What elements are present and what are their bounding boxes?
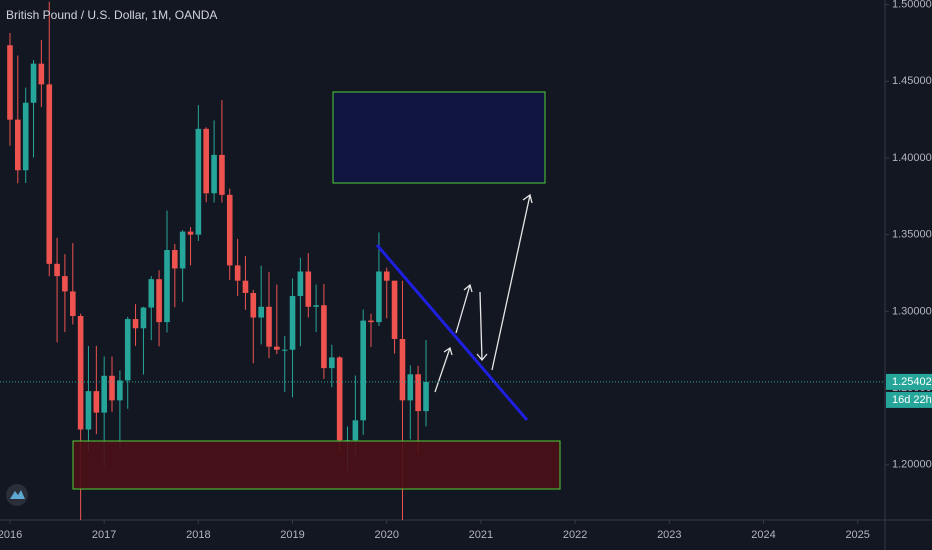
- candle-body: [77, 315, 84, 430]
- y-tick-label: 1.50000: [892, 0, 932, 11]
- candle-body: [321, 305, 327, 369]
- candle-body: [164, 250, 170, 323]
- candle-body: [195, 128, 202, 235]
- candle-body: [62, 276, 68, 292]
- candle-body: [70, 291, 76, 316]
- candle-body: [109, 375, 115, 401]
- x-tick-label: 2016: [0, 529, 22, 541]
- candle-body: [258, 306, 264, 318]
- candle-body: [250, 292, 257, 318]
- candle-body: [242, 280, 249, 293]
- countdown-label: 16d 22h: [892, 394, 932, 406]
- y-tick-label: 1.20000: [892, 459, 932, 471]
- arrow: [434, 346, 453, 393]
- candle-body: [38, 63, 45, 85]
- candle-body: [281, 349, 288, 351]
- candle-body: [124, 319, 131, 381]
- trend-line: [375, 244, 529, 421]
- candle-body: [376, 271, 382, 323]
- candle-body: [399, 338, 406, 401]
- arrow: [491, 193, 533, 371]
- drawings: [72, 91, 561, 490]
- candle-body: [226, 194, 233, 266]
- x-tick-label: 2022: [563, 529, 587, 541]
- candle-body: [219, 154, 225, 195]
- last-price-label: 1.25402: [892, 376, 932, 388]
- candle-body: [274, 346, 280, 350]
- candle-body: [391, 280, 398, 339]
- candle-body: [54, 263, 60, 277]
- candle-body: [15, 119, 21, 171]
- candle-body: [297, 271, 304, 297]
- candle-body: [22, 102, 29, 171]
- candle-body: [46, 84, 53, 264]
- candle-body: [407, 374, 414, 401]
- candle-body: [234, 265, 241, 281]
- logo: [6, 484, 28, 506]
- candle-body: [117, 380, 123, 401]
- candle-body: [101, 375, 107, 413]
- candle-body: [179, 231, 186, 269]
- x-tick-label: 2018: [186, 529, 210, 541]
- x-tick-label: 2025: [845, 529, 869, 541]
- candle-body: [289, 296, 296, 350]
- y-tick-label: 1.30000: [892, 305, 932, 317]
- x-tick-label: 2017: [92, 529, 116, 541]
- candle-body: [172, 250, 178, 269]
- candle-body: [187, 231, 194, 235]
- x-tick-label: 2024: [751, 529, 775, 541]
- candle-body: [415, 374, 421, 412]
- arrow: [476, 291, 488, 362]
- logo-icon: [10, 490, 25, 499]
- candle-body: [211, 154, 217, 194]
- countdown-tag: [886, 391, 932, 408]
- candle-body: [336, 357, 343, 441]
- candle-body: [383, 271, 390, 281]
- candle-body: [360, 320, 366, 421]
- x-tick-label: 2023: [657, 529, 681, 541]
- target-zone: [332, 91, 546, 184]
- candle-body: [140, 307, 147, 329]
- chart-title: British Pound / U.S. Dollar, 1M, OANDA: [6, 8, 217, 22]
- arrow: [455, 283, 473, 334]
- y-tick-label: 1.35000: [892, 229, 932, 241]
- candle-body: [93, 391, 100, 413]
- candle-body: [352, 420, 359, 441]
- y-tick-label: 1.45000: [892, 75, 932, 87]
- support-zone: [72, 440, 561, 490]
- x-tick-label: 2021: [469, 529, 493, 541]
- candle-body: [305, 271, 312, 307]
- candle-body: [156, 279, 162, 323]
- candle-body: [266, 306, 272, 347]
- candle-body: [423, 381, 429, 412]
- candles: [7, 1, 429, 520]
- candle-body: [30, 63, 37, 103]
- y-tick-label: 1.40000: [892, 152, 932, 164]
- candle-body: [203, 128, 209, 194]
- last-price-tag: [886, 373, 932, 390]
- x-tick-label: 2019: [280, 529, 304, 541]
- candle-body: [329, 357, 335, 369]
- arrows: [434, 193, 533, 393]
- candle-body: [368, 320, 374, 323]
- candle-body: [313, 305, 319, 307]
- candle-body: [148, 279, 155, 308]
- x-tick-label: 2020: [374, 529, 398, 541]
- candle-body: [85, 391, 92, 430]
- candle-body: [7, 45, 13, 120]
- candle-body: [132, 319, 139, 329]
